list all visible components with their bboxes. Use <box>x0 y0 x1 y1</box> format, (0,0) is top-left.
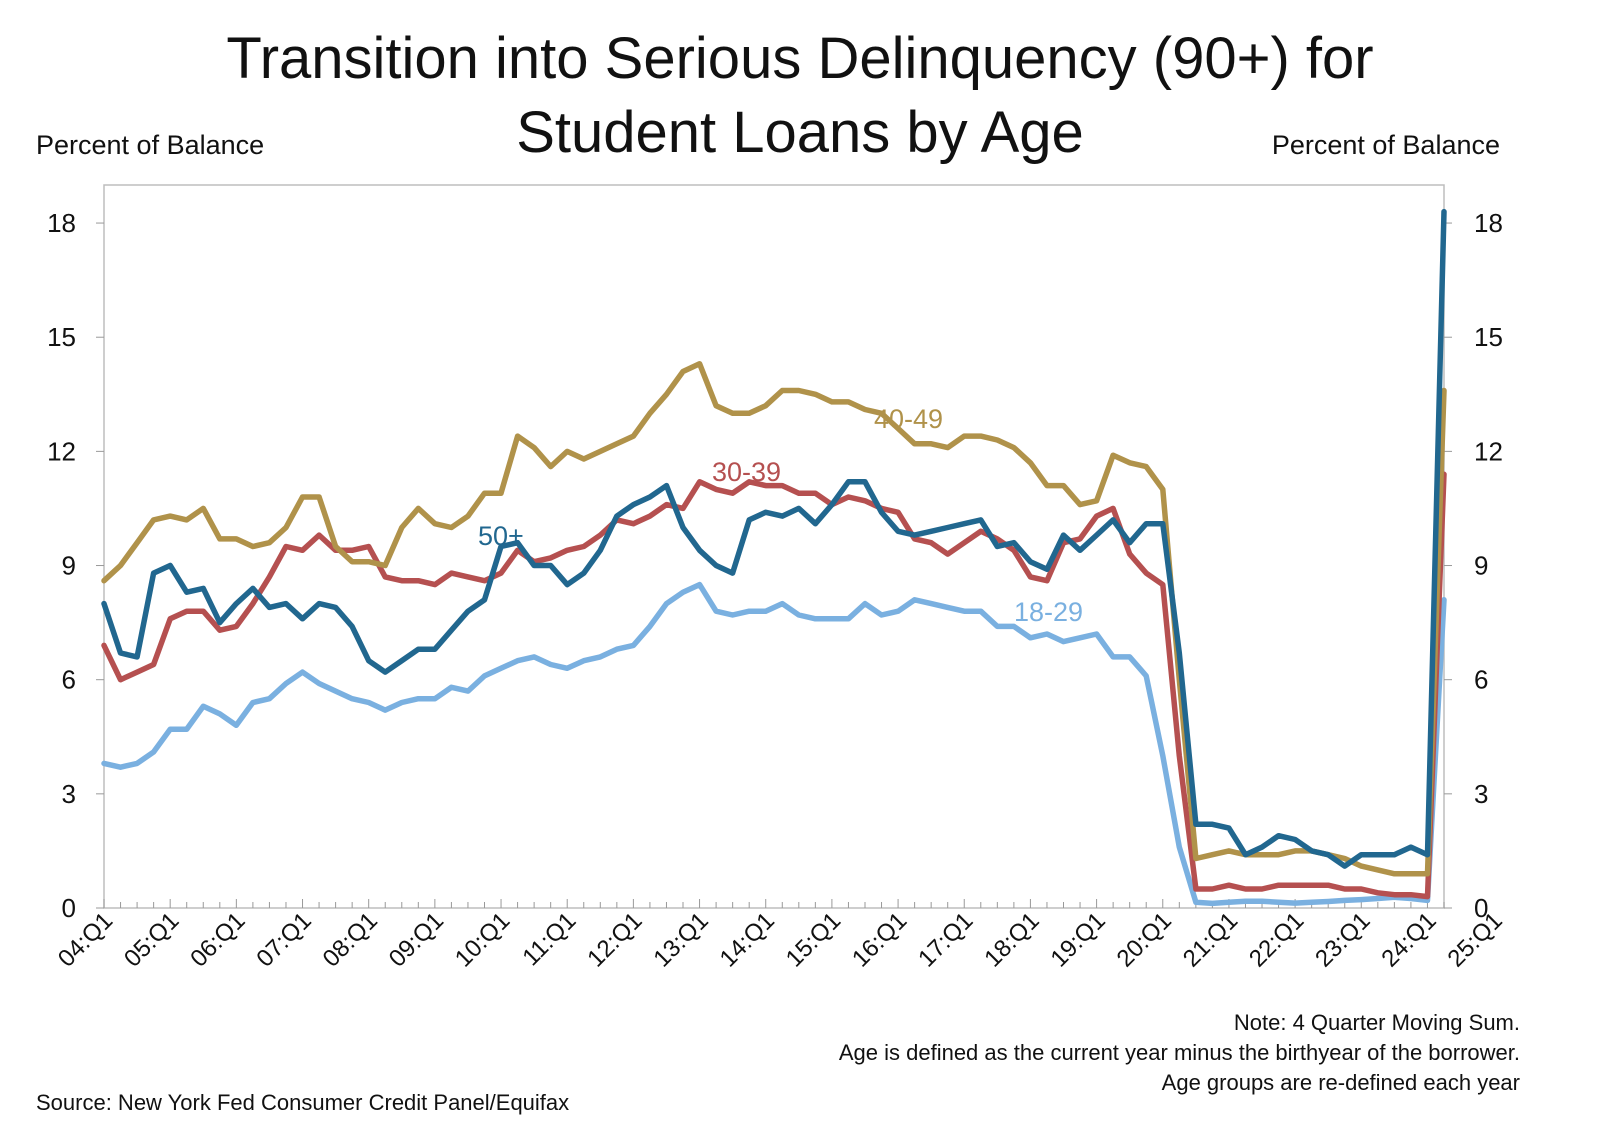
x-tick-label: 14:Q1 <box>715 907 780 972</box>
annotation-layer: 40-49 30-39 50+ 18-29 <box>478 404 1083 627</box>
y-tick-label-right: 0 <box>1474 893 1488 923</box>
y-tick-label-left: 6 <box>62 665 76 695</box>
x-tick-label: 08:Q1 <box>318 907 383 972</box>
x-tick-label: 24:Q1 <box>1376 907 1441 972</box>
series-line-40-49 <box>101 361 1447 877</box>
series-label-30-39: 30-39 <box>712 457 781 487</box>
series-label-50+: 50+ <box>478 521 524 551</box>
x-tick-label: 07:Q1 <box>251 907 316 972</box>
x-tick-label: 11:Q1 <box>517 907 581 971</box>
series-line-18-29 <box>101 581 1447 907</box>
y-tick-label-left: 3 <box>62 779 76 809</box>
x-tick-label: 23:Q1 <box>1310 907 1375 972</box>
series-label-18-29: 18-29 <box>1014 597 1083 627</box>
x-tick-label: 19:Q1 <box>1046 907 1111 972</box>
y-tick-label-right: 9 <box>1474 551 1488 581</box>
x-tick-label: 05:Q1 <box>119 907 184 972</box>
x-tick-label: 13:Q1 <box>648 907 713 972</box>
x-tick-label: 18:Q1 <box>979 907 1044 972</box>
y-axis-label-left: Percent of Balance <box>36 130 265 160</box>
source-note: Source: New York Fed Consumer Credit Pan… <box>36 1090 570 1115</box>
y-tick-label-left: 18 <box>47 208 76 238</box>
note-age-definition: Age is defined as the current year minus… <box>838 1040 1520 1065</box>
chart-title: Transition into Serious Delinquency (90+… <box>0 22 1600 170</box>
x-tick-label: 17:Q1 <box>913 907 978 972</box>
series-line-50+ <box>101 208 1447 869</box>
x-tick-label: 09:Q1 <box>384 907 449 972</box>
y-tick-label-left: 12 <box>47 436 76 466</box>
y-tick-label-right: 6 <box>1474 665 1488 695</box>
y-tick-label-left: 9 <box>62 551 76 581</box>
series-line-30-39 <box>101 471 1447 900</box>
x-tick-label: 15:Q1 <box>781 907 846 972</box>
plot-frame <box>103 184 1445 909</box>
y-tick-label-right: 12 <box>1474 436 1503 466</box>
x-tick-label: 21:Q1 <box>1178 907 1243 972</box>
x-tick-label: 22:Q1 <box>1244 907 1309 972</box>
x-tick-label: 06:Q1 <box>185 907 250 972</box>
y-tick-label-right: 3 <box>1474 779 1488 809</box>
y-tick-label-right: 18 <box>1474 208 1503 238</box>
x-tick-label: 20:Q1 <box>1112 907 1177 972</box>
x-tick-label: 12:Q1 <box>582 907 647 972</box>
y-tick-label-left: 0 <box>62 893 76 923</box>
x-tick-label: 10:Q1 <box>450 907 515 972</box>
series-layer <box>101 208 1447 907</box>
note-moving-sum: Note: 4 Quarter Moving Sum. <box>1233 1010 1520 1035</box>
series-label-40-49: 40-49 <box>874 404 943 434</box>
y-axis-label-right: Percent of Balance <box>1271 130 1500 160</box>
chart-title-line-1: Transition into Serious Delinquency (90+… <box>226 26 1374 91</box>
y-tick-label-right: 15 <box>1474 322 1503 352</box>
x-tick-label: 16:Q1 <box>847 907 912 972</box>
note-age-groups: Age groups are re-defined each year <box>1161 1070 1520 1095</box>
y-tick-label-left: 15 <box>47 322 76 352</box>
chart-title-line-2: Student Loans by Age <box>516 100 1084 165</box>
